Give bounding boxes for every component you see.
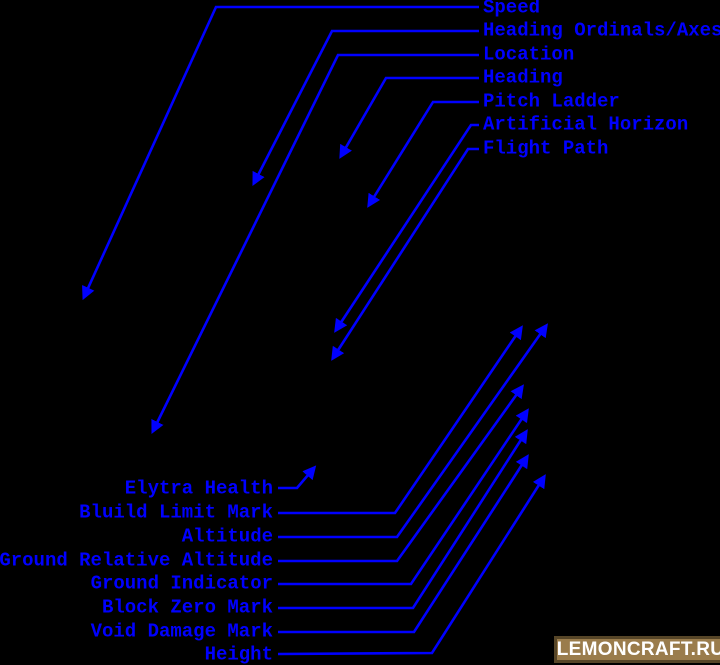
label-flight-path: Flight Path xyxy=(483,137,609,160)
label-artificial-horizon: Artificial Horizon xyxy=(483,113,689,136)
connector-block-zero-mark xyxy=(278,429,528,610)
connector-void-damage-mark xyxy=(278,454,529,634)
watermark-text: LEMONCRAFT.RU xyxy=(556,638,720,660)
label-heading: Heading xyxy=(483,66,563,89)
connector-location xyxy=(151,53,479,435)
label-altitude: Altitude xyxy=(181,525,273,548)
connector-pitch-ladder xyxy=(367,100,479,208)
connector-height xyxy=(277,474,546,656)
label-bluild-limit-mark: Bluild Limit Mark xyxy=(79,501,273,524)
label-speed: Speed xyxy=(483,0,541,19)
connector-artificial-horizon xyxy=(334,123,479,333)
connector-speed xyxy=(82,5,479,301)
connector-heading-ordinals-axes xyxy=(252,29,479,187)
label-void-damage-mark: Void Damage Mark xyxy=(90,620,273,643)
label-location: Location xyxy=(483,43,575,66)
connector-bluild-limit-mark xyxy=(278,325,523,515)
label-pitch-ladder: Pitch Ladder xyxy=(483,90,620,113)
connector-flight-path xyxy=(331,147,479,361)
label-height: Height xyxy=(204,643,273,665)
label-block-zero-mark: Block Zero Mark xyxy=(101,596,273,619)
label-heading-ordinals-axes: Heading Ordinals/Axes xyxy=(483,19,720,42)
label-ground-indicator: Ground Indicator xyxy=(90,572,273,595)
connector-ground-relative-altitude xyxy=(278,384,524,563)
connector-altitude xyxy=(278,323,548,539)
label-ground-relative-altitude: Ground Relative Altitude xyxy=(0,549,273,572)
connector-heading xyxy=(339,76,479,159)
connector-ground-indicator xyxy=(278,408,529,586)
connector-elytra-health xyxy=(278,465,317,490)
label-elytra-health: Elytra Health xyxy=(124,477,273,500)
watermark-badge: LEMONCRAFT.RU xyxy=(554,636,720,663)
